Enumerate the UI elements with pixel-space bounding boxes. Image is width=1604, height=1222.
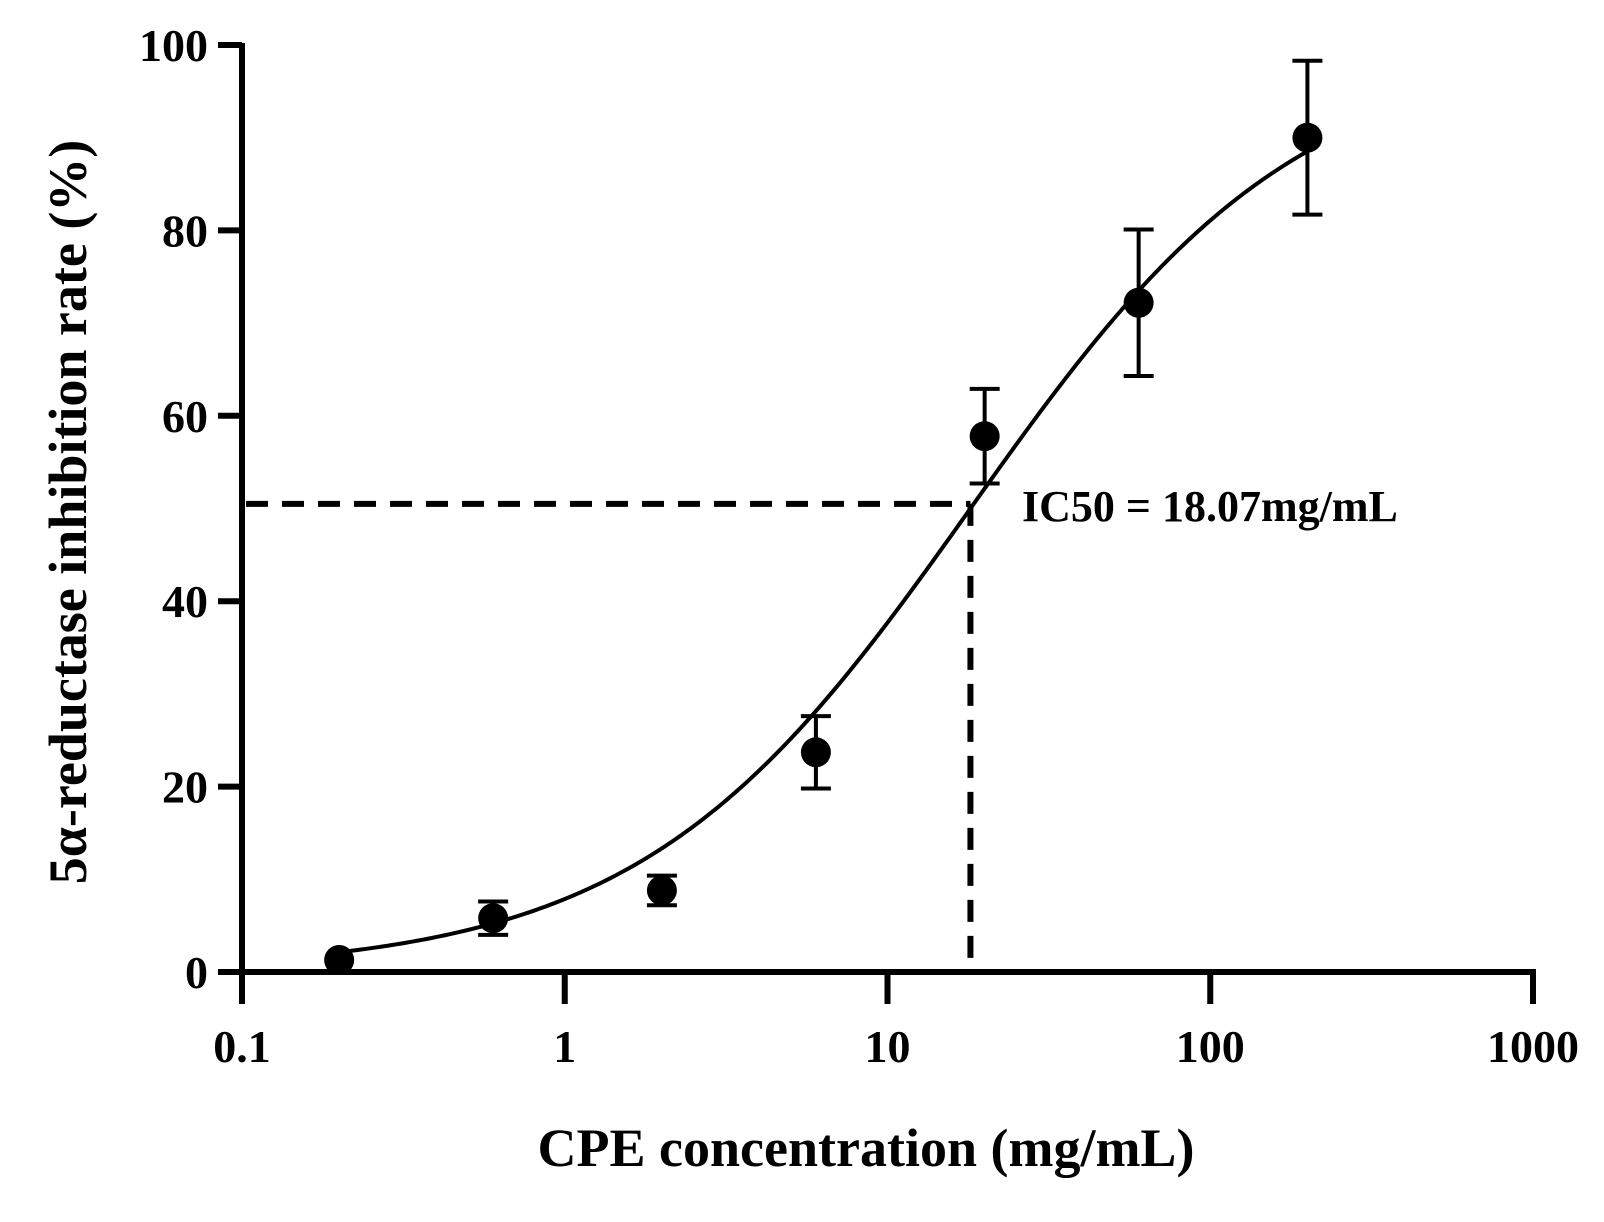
data-point — [969, 421, 1000, 452]
axes: 0 20 40 60 80 100 0.1 1 10 100 1000 — [139, 20, 1579, 1072]
data-point — [646, 875, 677, 906]
y-tick-label: 40 — [162, 576, 208, 627]
y-tick-label: 0 — [185, 947, 208, 998]
x-tick-label: 0.1 — [213, 1021, 271, 1072]
data-point — [800, 737, 831, 768]
x-tick-label: 10 — [865, 1021, 911, 1072]
x-tick-label: 1000 — [1487, 1021, 1579, 1072]
data-point — [1292, 122, 1323, 153]
ic50-annotation: IC50 = 18.07mg/mL — [1022, 482, 1398, 531]
y-tick-label: 100 — [139, 20, 208, 71]
data-point — [478, 903, 509, 934]
reference-lines — [246, 500, 974, 968]
x-axis-title: CPE concentration (mg/mL) — [538, 1118, 1195, 1178]
data-points — [324, 122, 1323, 975]
y-tick-label: 80 — [162, 205, 208, 256]
x-tick-label: 1 — [553, 1021, 576, 1072]
x-tick-label: 100 — [1176, 1021, 1245, 1072]
data-point — [1123, 287, 1154, 318]
fit-curve — [338, 149, 1309, 955]
y-axis-title: 5α-reductase inhibition rate (%) — [38, 140, 98, 885]
fit-curve-layer — [338, 149, 1309, 955]
data-point — [324, 944, 355, 975]
y-tick-label: 20 — [162, 762, 208, 813]
y-tick-label: 60 — [162, 391, 208, 442]
